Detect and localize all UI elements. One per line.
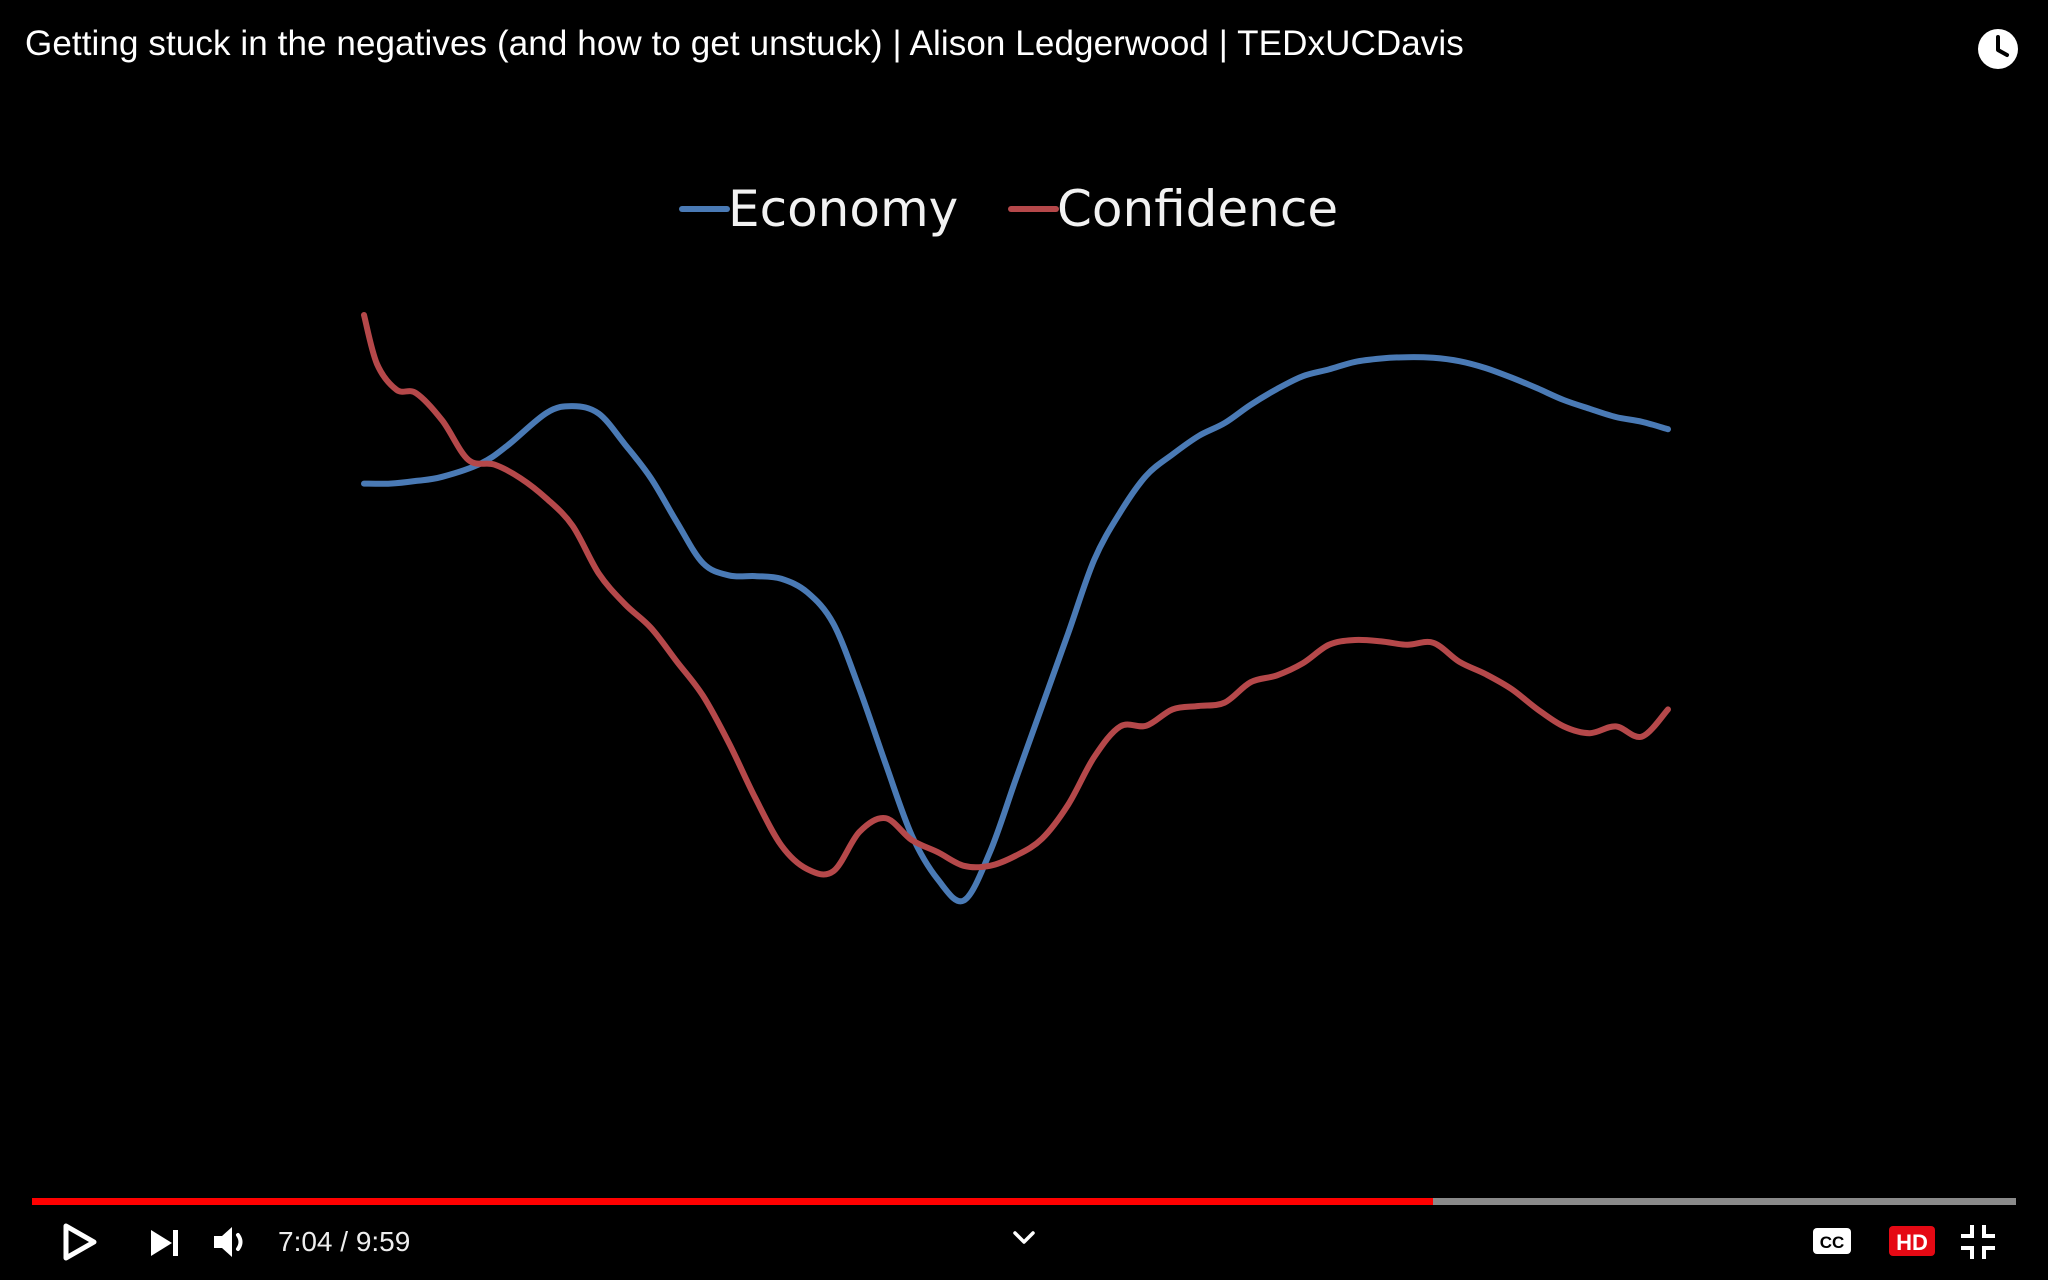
time-display: 7:04 / 9:59 [278,1226,411,1257]
progress-bar[interactable] [32,1198,2016,1205]
legend-item-economy: Economy [679,180,958,238]
chevron-down-icon [1013,1231,1035,1244]
legend-item-confidence: Confidence [1008,180,1338,238]
exit-fullscreen-button[interactable] [1960,1224,1996,1260]
plot-area [361,312,1671,905]
cc-button[interactable]: CC [1812,1226,1852,1256]
hd-icon: HD [1889,1226,1935,1256]
watch-later-button[interactable] [1976,27,2020,71]
legend-label-economy: Economy [728,180,958,238]
chart: Economy Confidence [361,180,1671,905]
series-line-economy [361,354,1671,905]
progress-played [32,1198,1433,1205]
hd-label: HD [1896,1230,1928,1255]
next-icon [151,1230,178,1256]
cc-icon: CC [1813,1228,1851,1254]
exit-fullscreen-icon [1961,1225,1995,1259]
chart-legend: Economy Confidence [679,180,1338,238]
series-line-confidence [361,312,1671,878]
hd-button[interactable]: HD [1888,1224,1936,1258]
legend-label-confidence: Confidence [1057,180,1338,238]
cc-label: CC [1820,1233,1845,1252]
clock-icon [1978,29,2018,69]
volume-icon [214,1227,243,1257]
video-title[interactable]: Getting stuck in the negatives (and how … [25,24,1464,63]
chapter-chevron-button[interactable] [1010,1228,1038,1248]
next-button[interactable] [148,1226,182,1260]
volume-button[interactable] [210,1222,254,1262]
play-button[interactable] [60,1222,100,1262]
play-icon [63,1223,97,1261]
